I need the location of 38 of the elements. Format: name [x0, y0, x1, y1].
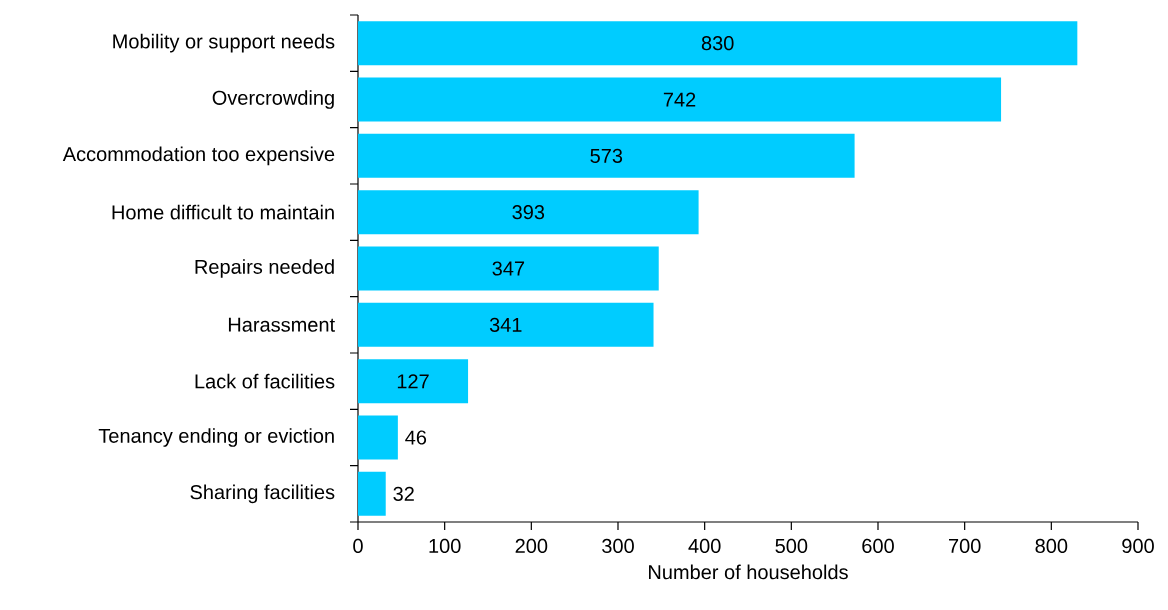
- y-tick-label: Mobility or support needs: [113, 33, 335, 53]
- y-tick-label: Sharing facilities: [190, 484, 335, 504]
- data-label: 742: [663, 92, 696, 107]
- y-tick-label: Tenancy ending or eviction: [98, 428, 334, 447]
- y-tick-label: Repairs needed: [195, 259, 334, 278]
- y-tick-label: Accommodation too expensive: [62, 146, 335, 166]
- data-label: 347: [492, 261, 525, 276]
- x-axis-title: Number of households: [649, 564, 848, 580]
- data-label: 127: [397, 374, 429, 389]
- bar: [358, 77, 1002, 122]
- y-tick-label: Home difficult to maintain: [112, 204, 334, 220]
- data-label: 46: [405, 430, 427, 445]
- data-label: 341: [489, 317, 522, 332]
- x-tick-label: 600: [862, 538, 894, 554]
- x-tick-label: 900: [1122, 538, 1154, 554]
- data-label: 573: [590, 148, 623, 163]
- x-tick-label: 200: [515, 538, 548, 554]
- y-tick-label: Lack of facilities: [195, 373, 335, 389]
- x-tick-label: 100: [429, 538, 461, 554]
- bar: [358, 302, 654, 347]
- bar: [358, 359, 469, 404]
- x-tick-label: 800: [1035, 538, 1068, 554]
- x-tick-label: 500: [775, 538, 808, 554]
- bar: [358, 133, 855, 178]
- bar: [358, 190, 699, 235]
- data-label: 32: [393, 486, 414, 501]
- bar: [358, 471, 386, 516]
- bar: [358, 246, 659, 291]
- data-label: 830: [701, 36, 734, 51]
- x-tick-label: 0: [353, 538, 363, 554]
- y-tick-label: Overcrowding: [212, 90, 334, 109]
- y-tick-label: Harassment: [228, 317, 335, 332]
- bar: [358, 415, 398, 460]
- data-label: 393: [512, 205, 545, 220]
- x-tick-label: 300: [602, 538, 634, 554]
- bar: [358, 21, 1078, 66]
- x-tick-label: 700: [949, 538, 981, 554]
- x-tick-label: 400: [688, 538, 721, 554]
